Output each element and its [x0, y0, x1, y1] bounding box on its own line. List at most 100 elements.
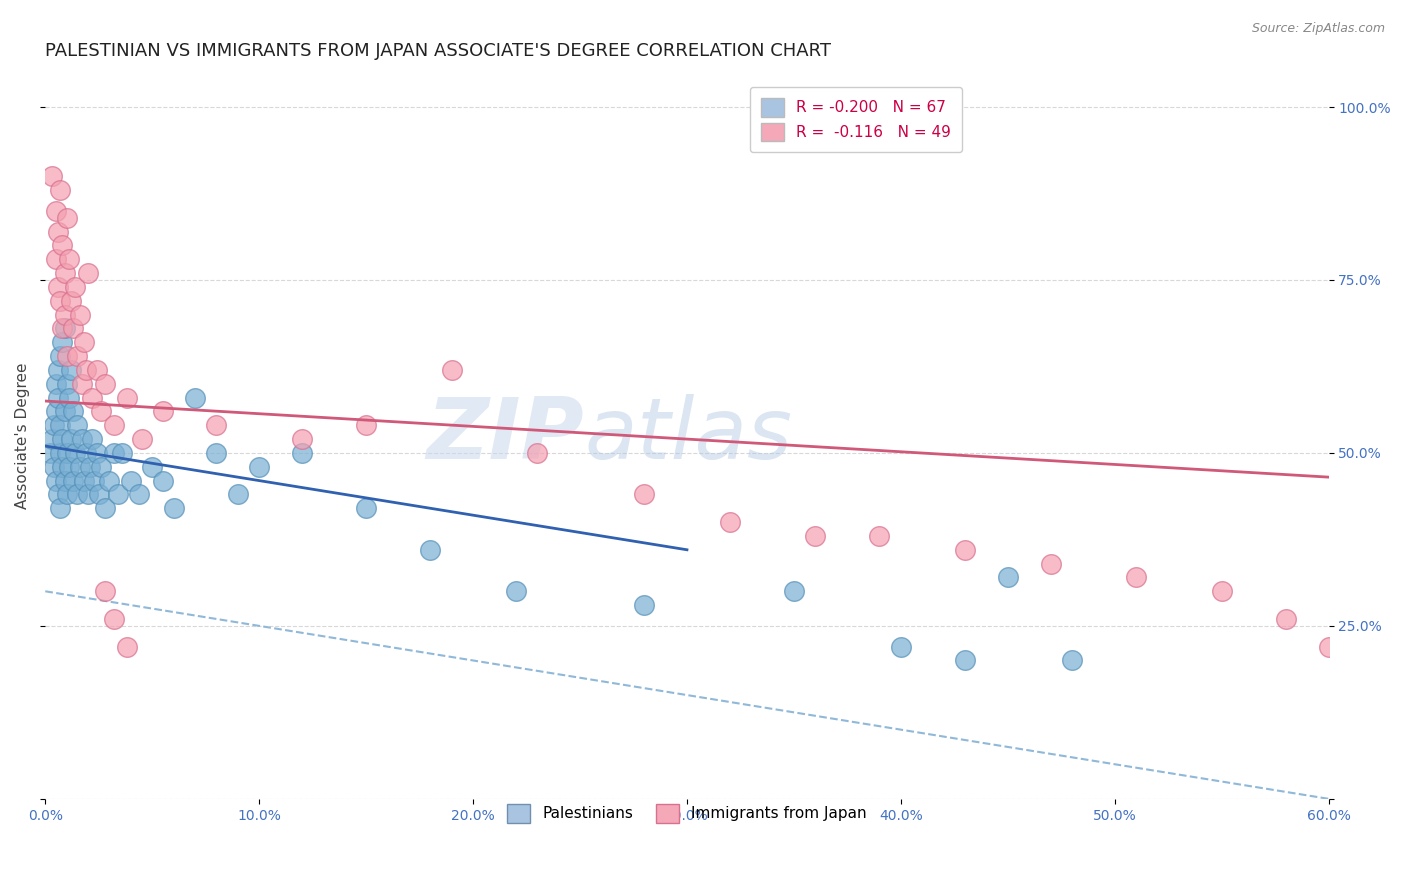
Point	[45, 474, 67, 488]
Point	[75, 446, 97, 460]
Point	[115, 640, 138, 654]
Point	[51, 238, 73, 252]
Point	[41, 169, 63, 184]
Point	[103, 612, 125, 626]
Point	[69, 459, 91, 474]
Point	[49, 446, 72, 460]
Point	[152, 404, 174, 418]
Point	[49, 501, 72, 516]
Point	[62, 404, 84, 418]
Point	[55, 446, 77, 460]
Point	[83, 474, 105, 488]
Point	[953, 542, 976, 557]
Point	[152, 474, 174, 488]
Point	[46, 391, 69, 405]
Point	[997, 570, 1019, 584]
Point	[94, 501, 117, 516]
Point	[70, 376, 93, 391]
Point	[247, 459, 270, 474]
Point	[49, 293, 72, 308]
Point	[59, 363, 82, 377]
Point	[98, 474, 121, 488]
Point	[42, 459, 65, 474]
Point	[1211, 584, 1233, 599]
Point	[62, 321, 84, 335]
Point	[419, 542, 441, 557]
Point	[90, 404, 112, 418]
Point	[46, 487, 69, 501]
Point	[131, 432, 153, 446]
Text: Source: ZipAtlas.com: Source: ZipAtlas.com	[1251, 22, 1385, 36]
Point	[58, 459, 80, 474]
Point	[66, 487, 89, 501]
Point	[141, 459, 163, 474]
Point	[58, 252, 80, 267]
Point	[55, 487, 77, 501]
Point	[69, 308, 91, 322]
Point	[49, 183, 72, 197]
Y-axis label: Associate's Degree: Associate's Degree	[15, 362, 30, 508]
Point	[205, 446, 228, 460]
Point	[65, 280, 87, 294]
Point	[46, 363, 69, 377]
Point	[62, 474, 84, 488]
Point	[1039, 557, 1062, 571]
Point	[87, 487, 110, 501]
Point	[115, 391, 138, 405]
Point	[111, 446, 134, 460]
Point	[53, 404, 76, 418]
Point	[51, 459, 73, 474]
Point	[90, 459, 112, 474]
Point	[1125, 570, 1147, 584]
Point	[77, 266, 100, 280]
Point	[82, 391, 104, 405]
Point	[633, 598, 655, 612]
Point	[86, 446, 108, 460]
Point	[45, 404, 67, 418]
Point	[1275, 612, 1298, 626]
Point	[45, 252, 67, 267]
Text: PALESTINIAN VS IMMIGRANTS FROM JAPAN ASSOCIATE'S DEGREE CORRELATION CHART: PALESTINIAN VS IMMIGRANTS FROM JAPAN ASS…	[45, 42, 831, 60]
Point	[783, 584, 806, 599]
Point	[55, 211, 77, 225]
Point	[42, 418, 65, 433]
Point	[184, 391, 207, 405]
Point	[51, 432, 73, 446]
Text: ZIP: ZIP	[426, 394, 585, 477]
Point	[53, 266, 76, 280]
Point	[120, 474, 142, 488]
Point	[440, 363, 463, 377]
Point	[70, 432, 93, 446]
Point	[1060, 653, 1083, 667]
Point	[505, 584, 527, 599]
Point	[718, 515, 741, 529]
Point	[75, 363, 97, 377]
Point	[82, 432, 104, 446]
Point	[869, 529, 891, 543]
Point	[103, 418, 125, 433]
Point	[55, 376, 77, 391]
Point	[77, 487, 100, 501]
Point	[94, 376, 117, 391]
Point	[128, 487, 150, 501]
Point	[45, 203, 67, 218]
Point	[51, 321, 73, 335]
Point	[55, 349, 77, 363]
Point	[53, 308, 76, 322]
Point	[73, 474, 96, 488]
Point	[46, 280, 69, 294]
Point	[59, 293, 82, 308]
Point	[94, 584, 117, 599]
Point	[633, 487, 655, 501]
Point	[66, 418, 89, 433]
Point	[354, 501, 377, 516]
Point	[526, 446, 548, 460]
Point	[41, 432, 63, 446]
Point	[53, 474, 76, 488]
Point	[46, 225, 69, 239]
Point	[49, 349, 72, 363]
Point	[804, 529, 827, 543]
Point	[291, 432, 314, 446]
Point	[51, 335, 73, 350]
Point	[890, 640, 912, 654]
